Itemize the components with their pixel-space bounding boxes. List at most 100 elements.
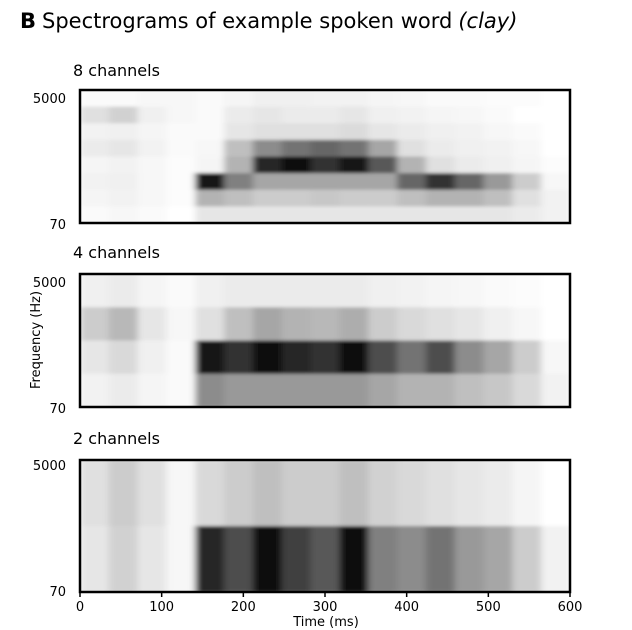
heatmap-cell xyxy=(339,139,369,158)
y-tick-top-8ch: 5000 xyxy=(33,92,66,107)
heatmap-cell xyxy=(108,274,139,308)
heatmap-cell xyxy=(397,206,427,223)
heatmap-cell xyxy=(166,106,196,124)
heatmap-cell xyxy=(368,274,398,308)
heatmap-cell xyxy=(281,123,312,141)
heatmap-cell xyxy=(339,123,369,141)
heatmap-cell xyxy=(483,526,513,592)
heatmap-cell xyxy=(512,90,542,108)
heatmap-cell xyxy=(252,123,283,141)
heatmap-cell xyxy=(224,206,254,223)
heatmap-cell xyxy=(483,90,513,108)
heatmap-cell xyxy=(368,340,398,375)
x-axis-label: Time (ms) xyxy=(292,615,359,630)
heatmap-cell xyxy=(80,206,110,223)
heatmap-cell xyxy=(137,460,168,527)
heatmap-cell xyxy=(425,307,456,342)
heatmap-cell xyxy=(483,173,513,191)
heatmap-cell xyxy=(80,373,110,407)
heatmap-cell xyxy=(512,340,542,375)
heatmap-cell xyxy=(108,307,139,342)
spectrogram-panel-8ch: 8 channels 5000 70 xyxy=(33,61,572,233)
heatmap-cell xyxy=(368,156,398,174)
heatmap-cell xyxy=(80,139,110,158)
heatmap-cell xyxy=(368,460,398,527)
heatmap-cell xyxy=(454,123,485,141)
heatmap-cell xyxy=(454,340,485,375)
heatmap-cell xyxy=(166,173,196,191)
heatmap-cell xyxy=(224,274,254,308)
heatmap-clip xyxy=(80,90,570,223)
heatmap-cell xyxy=(281,526,312,592)
heatmap-cell xyxy=(483,373,513,407)
heatmap-cell xyxy=(397,90,427,108)
x-tick-label: 0 xyxy=(76,600,84,615)
heatmap-cell xyxy=(252,274,283,308)
heatmap-cell xyxy=(195,460,225,527)
figure-title: B Spectrograms of example spoken word (cla… xyxy=(20,9,517,33)
heatmap-cell xyxy=(425,206,456,223)
heatmap-cell xyxy=(281,373,312,407)
heatmap-cell xyxy=(512,373,542,407)
heatmap-cell xyxy=(166,139,196,158)
heatmap-2ch xyxy=(80,460,570,592)
heatmap-cell xyxy=(166,340,196,375)
heatmap-cell xyxy=(425,106,456,124)
heatmap-cell xyxy=(425,189,456,207)
heatmap-cell xyxy=(108,340,139,375)
y-tick-bottom-4ch: 70 xyxy=(49,402,66,417)
heatmap-cell xyxy=(80,307,110,342)
x-axis-ticks: 0 100 200 300 400 500 600 xyxy=(76,592,582,615)
x-tick-label: 100 xyxy=(149,600,174,615)
heatmap-cell xyxy=(541,156,570,174)
heatmap-cell xyxy=(512,123,542,141)
heatmap-cell xyxy=(310,206,341,223)
heatmap-cell xyxy=(454,274,485,308)
heatmap-cell xyxy=(339,206,369,223)
heatmap-cell xyxy=(252,460,283,527)
heatmap-cell xyxy=(108,123,139,141)
heatmap-cell xyxy=(541,460,570,527)
heatmap-cell xyxy=(483,189,513,207)
heatmap-8ch xyxy=(80,90,570,223)
heatmap-cell xyxy=(541,307,570,342)
heatmap-cell xyxy=(80,460,110,527)
heatmap-cell xyxy=(224,307,254,342)
heatmap-cell xyxy=(368,123,398,141)
heatmap-cell xyxy=(80,340,110,375)
heatmap-cell xyxy=(541,173,570,191)
heatmap-cell xyxy=(108,526,139,592)
heatmap-cell xyxy=(339,156,369,174)
heatmap-cell xyxy=(310,90,341,108)
heatmap-cell xyxy=(108,460,139,527)
y-tick-bottom-2ch: 70 xyxy=(49,585,66,600)
heatmap-cell xyxy=(368,526,398,592)
heatmap-cell xyxy=(310,189,341,207)
heatmap-cell xyxy=(541,139,570,158)
x-tick-label: 400 xyxy=(394,600,419,615)
heatmap-cell xyxy=(137,123,168,141)
heatmap-cell xyxy=(310,123,341,141)
heatmap-cell xyxy=(195,206,225,223)
heatmap-cell xyxy=(195,90,225,108)
heatmap-cell xyxy=(80,106,110,124)
heatmap-cell xyxy=(454,156,485,174)
heatmap-cell xyxy=(425,90,456,108)
heatmap-cell xyxy=(339,173,369,191)
heatmap-cell xyxy=(195,373,225,407)
heatmap-cell xyxy=(137,307,168,342)
heatmap-cell xyxy=(108,90,139,108)
heatmap-cell xyxy=(454,106,485,124)
heatmap-cell xyxy=(397,526,427,592)
heatmap-cell xyxy=(454,189,485,207)
heatmap-cell xyxy=(195,274,225,308)
heatmap-cell xyxy=(224,460,254,527)
figure-title-word-open: ( xyxy=(458,9,467,33)
heatmap-cell xyxy=(224,106,254,124)
heatmap-cell xyxy=(483,307,513,342)
heatmap-cell xyxy=(166,373,196,407)
heatmap-cell xyxy=(281,206,312,223)
heatmap-cell xyxy=(281,139,312,158)
heatmap-cell xyxy=(397,274,427,308)
heatmap-cell xyxy=(80,90,110,108)
